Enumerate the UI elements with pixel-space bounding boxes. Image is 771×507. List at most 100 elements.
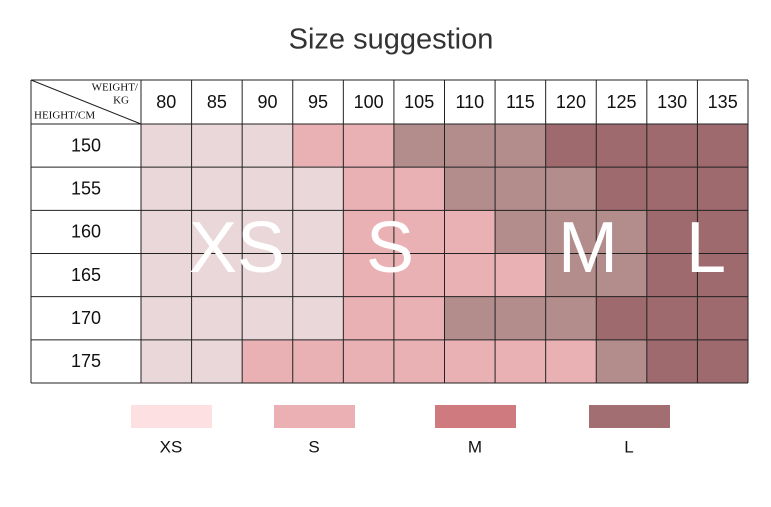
height-label: 150 — [71, 135, 101, 155]
size-cell — [141, 253, 192, 297]
size-cell — [242, 296, 293, 340]
size-cell — [242, 253, 293, 297]
legend-label: L — [624, 437, 633, 456]
legend-label: M — [468, 437, 482, 456]
size-cell — [646, 124, 698, 168]
size-cell — [697, 339, 748, 383]
size-cell — [495, 210, 546, 254]
size-cell — [191, 253, 243, 297]
size-cell — [697, 167, 748, 211]
size-cell — [141, 296, 192, 340]
height-label: 160 — [71, 222, 101, 242]
size-cell — [191, 296, 243, 340]
size-cell — [191, 124, 243, 168]
size-cell — [596, 253, 647, 297]
size-cell — [545, 210, 597, 254]
size-cell — [292, 210, 344, 254]
title: Size suggestion — [289, 24, 494, 56]
size-cell — [141, 210, 192, 254]
weight-label: 125 — [607, 92, 637, 112]
corner-diagonal — [30, 79, 142, 125]
weight-label: 85 — [207, 92, 227, 112]
size-cell — [343, 124, 394, 168]
size-cell — [393, 339, 445, 383]
size-cell — [343, 296, 394, 340]
size-cell — [141, 167, 192, 211]
size-cell — [444, 167, 496, 211]
size-cell — [545, 167, 597, 211]
legend-swatch — [589, 405, 670, 428]
size-cell — [393, 210, 445, 254]
size-cell — [292, 296, 344, 340]
weight-label: 135 — [708, 92, 738, 112]
legend-label: XS — [160, 437, 183, 456]
size-cell — [545, 253, 597, 297]
weight-label: 100 — [354, 92, 384, 112]
size-cell — [596, 124, 647, 168]
weight-label: 115 — [506, 92, 535, 112]
size-cell — [242, 339, 293, 383]
size-cell — [444, 253, 496, 297]
size-cell — [545, 339, 597, 383]
size-cell — [697, 124, 748, 168]
legend-swatch — [435, 405, 516, 428]
corner-label: KG — [113, 95, 129, 107]
size-cell — [646, 339, 698, 383]
height-label: 170 — [71, 308, 101, 328]
size-cell — [343, 210, 394, 254]
size-cell — [242, 210, 293, 254]
size-cell — [292, 167, 344, 211]
weight-label: 130 — [657, 92, 687, 112]
weight-label: 110 — [455, 92, 484, 112]
size-cell — [292, 124, 344, 168]
size-cell — [191, 167, 243, 211]
weight-label: 95 — [308, 92, 328, 112]
size-cell — [596, 210, 647, 254]
size-cell — [393, 296, 445, 340]
legend-label: S — [308, 437, 319, 456]
size-cell — [697, 253, 748, 297]
size-cell — [495, 253, 546, 297]
size-cell — [495, 124, 546, 168]
size-cell — [495, 167, 546, 211]
size-overlay: XS — [189, 208, 285, 288]
size-overlay: S — [366, 208, 414, 288]
size-cell — [444, 210, 496, 254]
size-cell — [242, 167, 293, 211]
weight-label: 120 — [556, 92, 586, 112]
size-cell — [343, 339, 394, 383]
size-cell — [646, 253, 698, 297]
size-overlay: L — [686, 208, 726, 288]
size-cell — [393, 124, 445, 168]
size-cell — [191, 210, 243, 254]
weight-label: 105 — [404, 92, 434, 112]
size-cell — [141, 124, 192, 168]
size-cell — [646, 167, 698, 211]
size-cell — [545, 124, 597, 168]
size-cell — [444, 124, 496, 168]
height-label: 175 — [71, 351, 101, 371]
size-overlay: M — [558, 208, 618, 288]
legend-swatch — [274, 405, 355, 428]
size-cell — [393, 253, 445, 297]
size-cell — [343, 167, 394, 211]
size-cell — [444, 339, 496, 383]
size-cell — [697, 296, 748, 340]
size-cell — [596, 339, 647, 383]
size-cell — [697, 210, 748, 254]
size-cell — [646, 210, 698, 254]
size-cell — [596, 296, 647, 340]
size-cell — [545, 296, 597, 340]
weight-label: 90 — [257, 92, 277, 112]
legend-swatch — [131, 405, 212, 428]
corner-label: WEIGHT/ — [92, 82, 139, 94]
height-label: 155 — [71, 179, 101, 199]
corner-label: HEIGHT/CM — [34, 110, 95, 122]
size-cell — [343, 253, 394, 297]
size-cell — [393, 167, 445, 211]
size-cell — [444, 296, 496, 340]
size-cell — [141, 339, 192, 383]
size-cell — [495, 296, 546, 340]
